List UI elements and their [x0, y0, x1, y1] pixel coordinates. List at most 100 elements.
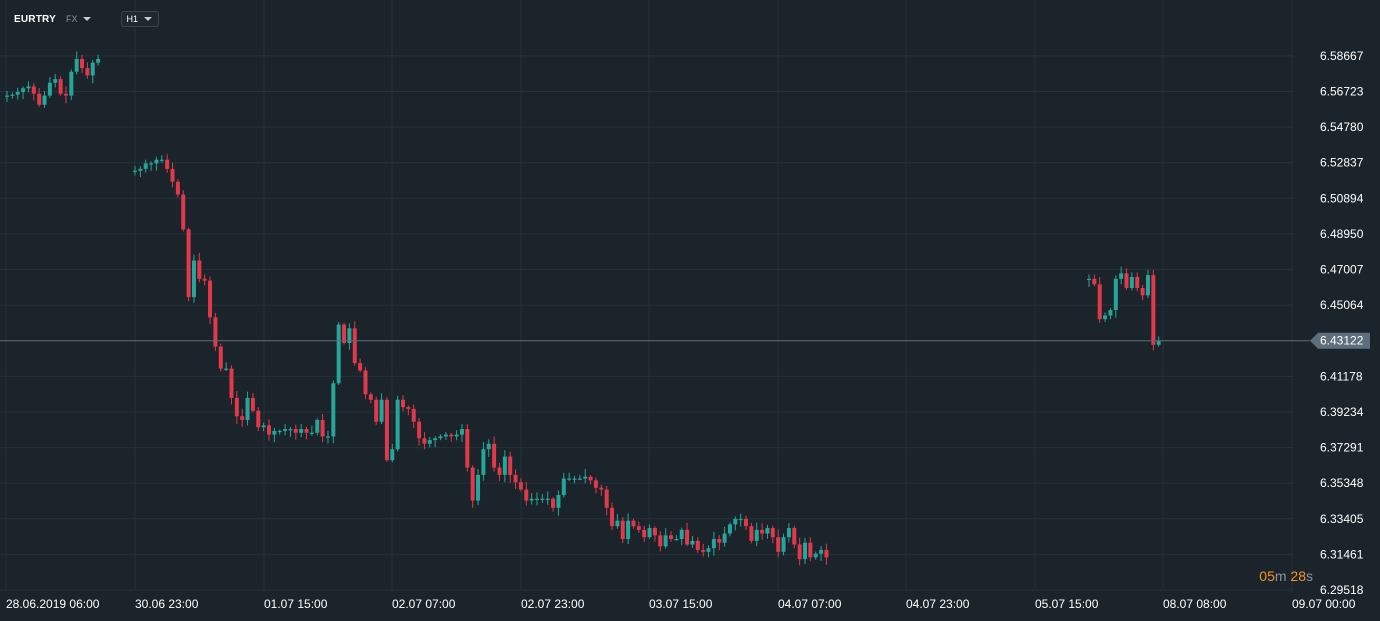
- y-tick-label: 6.31461: [1320, 547, 1364, 561]
- candle-body: [283, 429, 288, 431]
- candle-body: [492, 443, 497, 468]
- candle: [631, 518, 636, 529]
- y-tick-label: 6.54780: [1320, 120, 1364, 134]
- candle: [85, 62, 90, 79]
- candle-body: [401, 399, 405, 408]
- candle-body: [336, 324, 341, 384]
- candle-body: [42, 95, 47, 105]
- candle: [299, 423, 304, 438]
- candle-body: [438, 436, 443, 439]
- candle-body: [315, 419, 320, 433]
- candle: [744, 515, 749, 530]
- candle: [1087, 274, 1091, 287]
- candle: [647, 524, 652, 539]
- candle-body: [824, 550, 829, 558]
- candle: [256, 407, 261, 432]
- candle-body: [1119, 273, 1124, 279]
- candle-body: [776, 537, 781, 552]
- candle: [786, 522, 791, 543]
- candle-body: [181, 194, 186, 230]
- candle: [760, 523, 765, 540]
- candle: [283, 423, 288, 436]
- candle-body: [288, 429, 293, 431]
- candle-body: [304, 429, 309, 433]
- candle: [443, 431, 448, 440]
- candle: [1135, 272, 1140, 292]
- candle: [706, 545, 711, 558]
- candle-body: [701, 550, 706, 552]
- candle-body: [470, 467, 475, 501]
- candle-body: [26, 86, 31, 89]
- candle-body: [165, 159, 170, 169]
- candle: [368, 392, 373, 404]
- candle: [96, 54, 101, 66]
- candle: [191, 254, 196, 303]
- y-tick-label: 6.39234: [1320, 405, 1364, 419]
- candle: [535, 492, 539, 506]
- candle-body: [733, 518, 738, 525]
- timeframe-label: H1: [126, 14, 138, 24]
- timeframe-dropdown[interactable]: H1: [121, 11, 159, 27]
- x-tick-label: 30.06 23:00: [135, 597, 199, 611]
- candle: [331, 380, 336, 444]
- candle-body: [143, 163, 148, 169]
- candle-body: [37, 93, 42, 105]
- candle-body: [90, 62, 95, 76]
- x-tick-label: 09.07 00:00: [1292, 597, 1356, 611]
- candle: [427, 436, 432, 448]
- candle: [165, 154, 170, 173]
- candle-body: [631, 520, 636, 527]
- candle-body: [21, 88, 26, 92]
- candle-body: [347, 328, 352, 343]
- candle: [181, 190, 186, 232]
- candle: [320, 413, 325, 443]
- candle-body: [481, 449, 486, 475]
- candle-body: [524, 489, 529, 501]
- candle-body: [685, 529, 690, 545]
- x-tick-label: 03.07 15:00: [649, 597, 713, 611]
- x-tick-label: 02.07 23:00: [521, 597, 585, 611]
- candle: [336, 322, 341, 385]
- candle: [803, 537, 807, 565]
- candle-body: [53, 79, 58, 83]
- candle-body: [234, 397, 239, 417]
- candle: [593, 477, 598, 494]
- candle-body: [535, 498, 539, 500]
- candle: [58, 76, 63, 96]
- symbol-label: EURTRY: [14, 13, 56, 25]
- candle-body: [813, 553, 818, 558]
- candle: [218, 343, 223, 372]
- instrument-type-dropdown[interactable]: FX: [56, 14, 92, 24]
- candle: [679, 527, 684, 546]
- candle: [502, 450, 507, 483]
- candle-body: [497, 467, 502, 475]
- candle-body: [588, 476, 593, 481]
- candle: [577, 475, 582, 481]
- candle-body: [277, 430, 282, 433]
- candle-body: [567, 478, 572, 480]
- candle: [379, 393, 384, 425]
- candle: [727, 522, 732, 537]
- candle-body: [293, 429, 298, 433]
- candle: [765, 524, 770, 539]
- candle: [776, 529, 781, 558]
- candle: [781, 533, 786, 556]
- candle-body: [1140, 287, 1145, 296]
- current-price-label: 6.43122: [1320, 334, 1364, 348]
- candle: [63, 86, 68, 104]
- candle: [738, 513, 743, 527]
- candle-body: [551, 498, 556, 508]
- candle: [245, 391, 250, 426]
- candle: [433, 436, 438, 448]
- candle-body: [63, 93, 68, 96]
- candle: [717, 535, 722, 551]
- price-tag-shape: [1310, 332, 1370, 349]
- candle-body: [476, 474, 481, 501]
- candle-body: [556, 495, 561, 508]
- candle: [583, 469, 588, 484]
- candle-body: [374, 399, 379, 422]
- candle-body: [213, 317, 218, 347]
- candle-body: [1097, 284, 1102, 320]
- candle-body: [1124, 273, 1129, 288]
